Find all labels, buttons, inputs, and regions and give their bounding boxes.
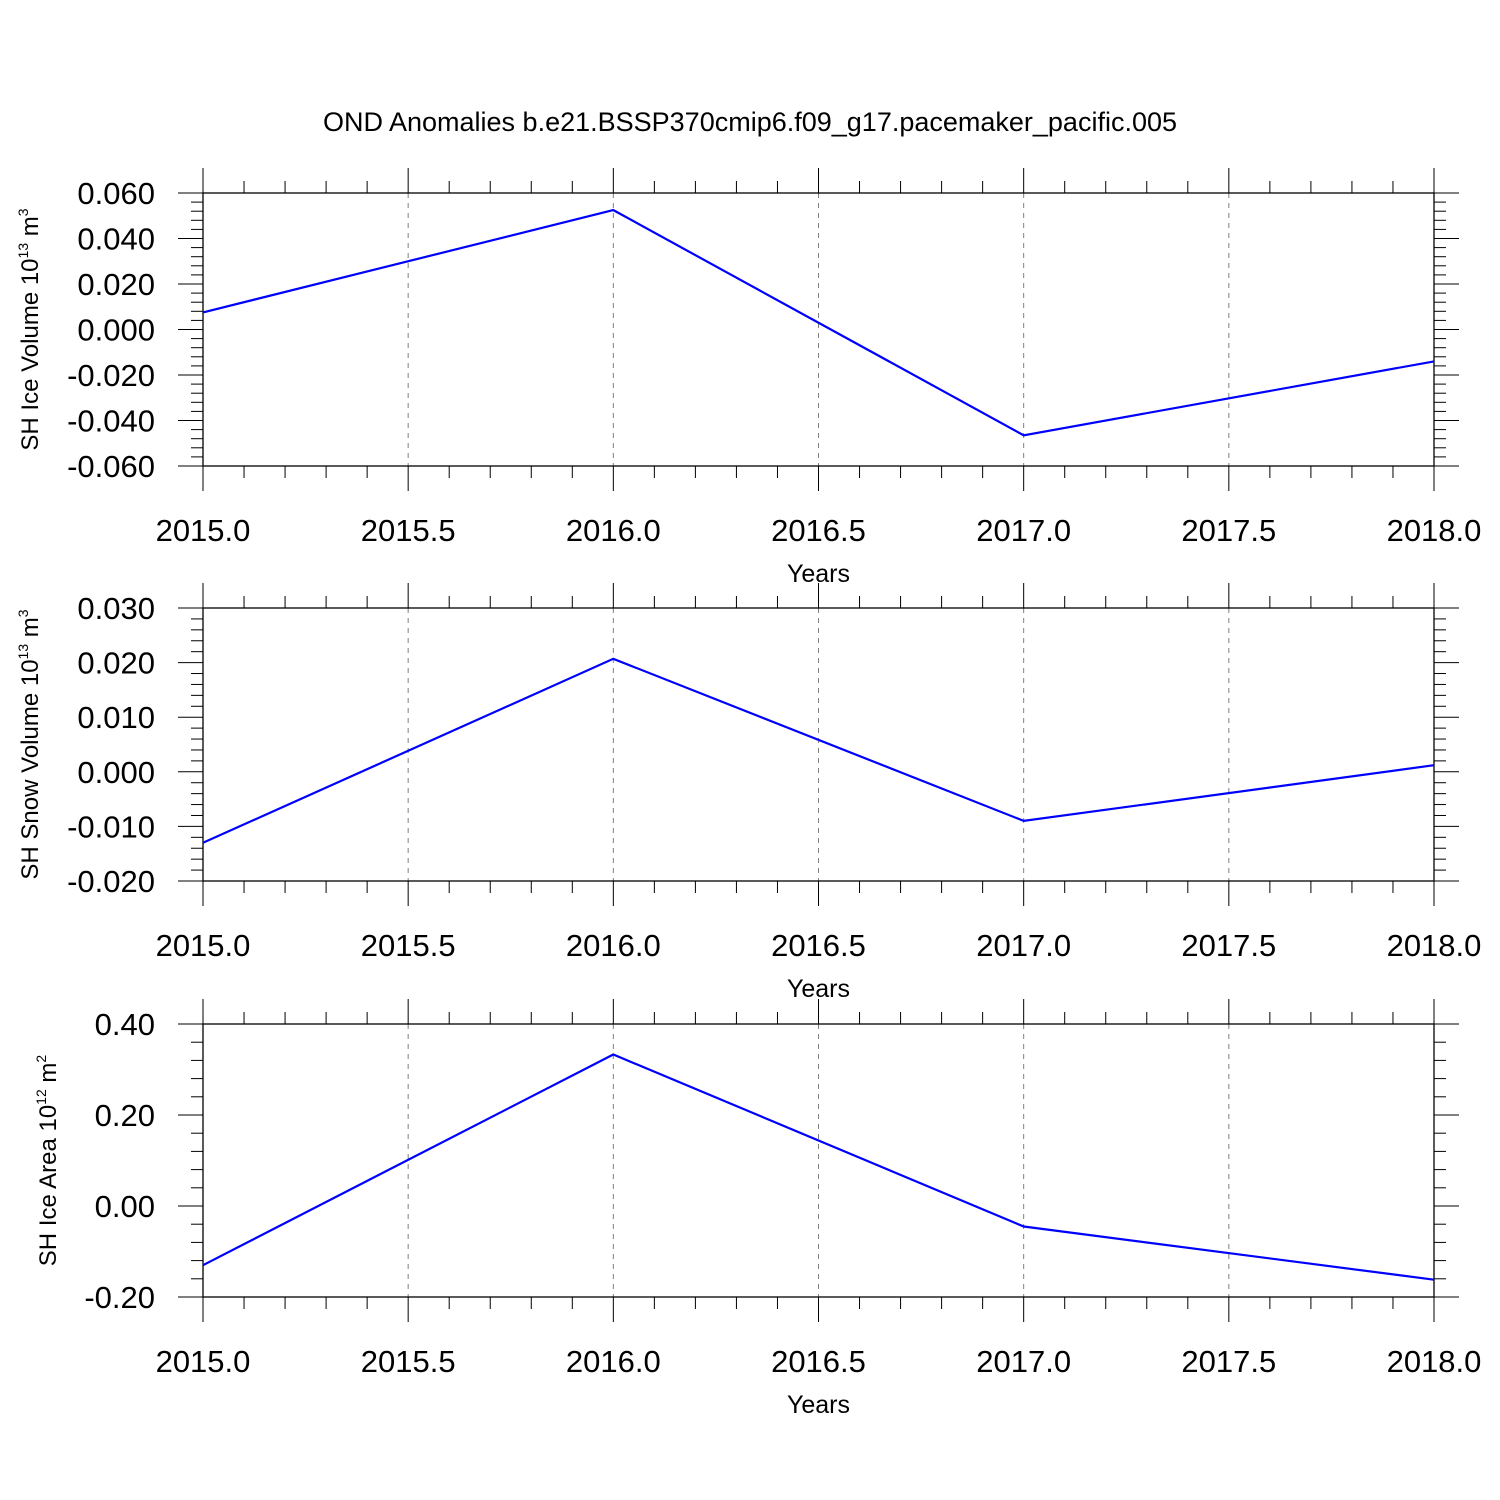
y-axis-label: SH Snow Volume 1013 m3 <box>15 609 44 879</box>
x-tick-label: 2015.5 <box>361 1344 456 1379</box>
x-tick-label: 2017.0 <box>976 513 1071 548</box>
y-tick-label: 0.030 <box>77 591 155 626</box>
y-tick-label: 0.010 <box>77 700 155 735</box>
y-axis-label: SH Ice Volume 1013 m3 <box>15 208 44 450</box>
x-tick-label: 2015.5 <box>361 928 456 963</box>
x-tick-label: 2015.5 <box>361 513 456 548</box>
x-tick-label: 2016.5 <box>771 513 866 548</box>
x-tick-label: 2018.0 <box>1387 513 1482 548</box>
y-axis-label-text: m <box>35 1063 62 1090</box>
y-axis-label-superscript: 3 <box>15 208 31 216</box>
series-line <box>202 208 1435 437</box>
y-axis-label-text: m <box>17 216 44 243</box>
panel-2: 2015.0 2015.5 2016.0 2016.5 2017.0 2017.5 2018… <box>15 583 1481 1003</box>
y-tick-label: -0.010 <box>67 809 155 844</box>
y-axis-label-superscript: 12 <box>33 1089 49 1105</box>
x-tick-label: 2017.0 <box>976 928 1071 963</box>
figure-title: OND Anomalies b.e21.BSSP370cmip6.f09_g17… <box>323 107 1177 137</box>
x-tick-label: 2017.5 <box>1181 513 1276 548</box>
x-tick-label: 2016.5 <box>771 928 866 963</box>
x-axis-label: Years <box>787 1391 850 1419</box>
y-tick-label: 0.000 <box>77 313 155 348</box>
x-tick-label: 2015.0 <box>156 928 251 963</box>
x-tick-label: 2015.0 <box>156 513 251 548</box>
series-line <box>202 1053 1435 1281</box>
y-axis-label-superscript: 13 <box>15 644 31 660</box>
panels: 2015.0 2015.5 2016.0 2016.5 2017.0 2017.5 2018… <box>15 168 1481 1419</box>
x-tick-label: 2017.0 <box>976 1344 1071 1379</box>
x-tick-label: 2017.5 <box>1181 928 1276 963</box>
x-tick-label: 2016.5 <box>771 1344 866 1379</box>
y-tick-label: 0.40 <box>95 1007 155 1042</box>
y-tick-label: -0.040 <box>67 404 155 439</box>
y-axis-label-text: SH Snow Volume 10 <box>17 659 44 879</box>
x-tick-label: 2016.0 <box>566 513 661 548</box>
y-axis-label-superscript: 2 <box>33 1055 49 1063</box>
y-axis-label-superscript: 3 <box>15 609 31 617</box>
y-tick-label: 0.020 <box>77 646 155 681</box>
y-tick-label: 0.040 <box>77 222 155 257</box>
y-tick-label: 0.060 <box>77 176 155 211</box>
series-line <box>202 657 1435 844</box>
panel-3: 2015.0 2015.5 2016.0 2016.5 2017.0 2017.5 2018… <box>33 999 1481 1419</box>
x-tick-label: 2016.0 <box>566 1344 661 1379</box>
y-axis-label-text: SH Ice Volume 10 <box>17 258 44 450</box>
y-tick-label: 0.020 <box>77 267 155 302</box>
y-tick-label: -0.020 <box>67 864 155 899</box>
y-tick-label: -0.020 <box>67 358 155 393</box>
y-axis-label: SH Ice Area 1012 m2 <box>33 1055 62 1267</box>
x-tick-label: 2017.5 <box>1181 1344 1276 1379</box>
x-tick-label: 2015.0 <box>156 1344 251 1379</box>
y-axis-label-superscript: 13 <box>15 243 31 259</box>
x-tick-label: 2018.0 <box>1387 928 1482 963</box>
y-tick-label: -0.060 <box>67 449 155 484</box>
y-tick-label: -0.20 <box>84 1280 155 1315</box>
panel-1: 2015.0 2015.5 2016.0 2016.5 2017.0 2017.5 2018… <box>15 168 1481 588</box>
y-tick-label: 0.00 <box>95 1189 155 1224</box>
x-tick-label: 2016.0 <box>566 928 661 963</box>
y-tick-label: 0.000 <box>77 755 155 790</box>
y-tick-label: 0.20 <box>95 1098 155 1133</box>
x-tick-label: 2018.0 <box>1387 1344 1482 1379</box>
x-axis-label: Years <box>787 975 850 1003</box>
y-axis-label-text: SH Ice Area 10 <box>35 1105 62 1266</box>
y-axis-label-text: m <box>17 617 44 644</box>
